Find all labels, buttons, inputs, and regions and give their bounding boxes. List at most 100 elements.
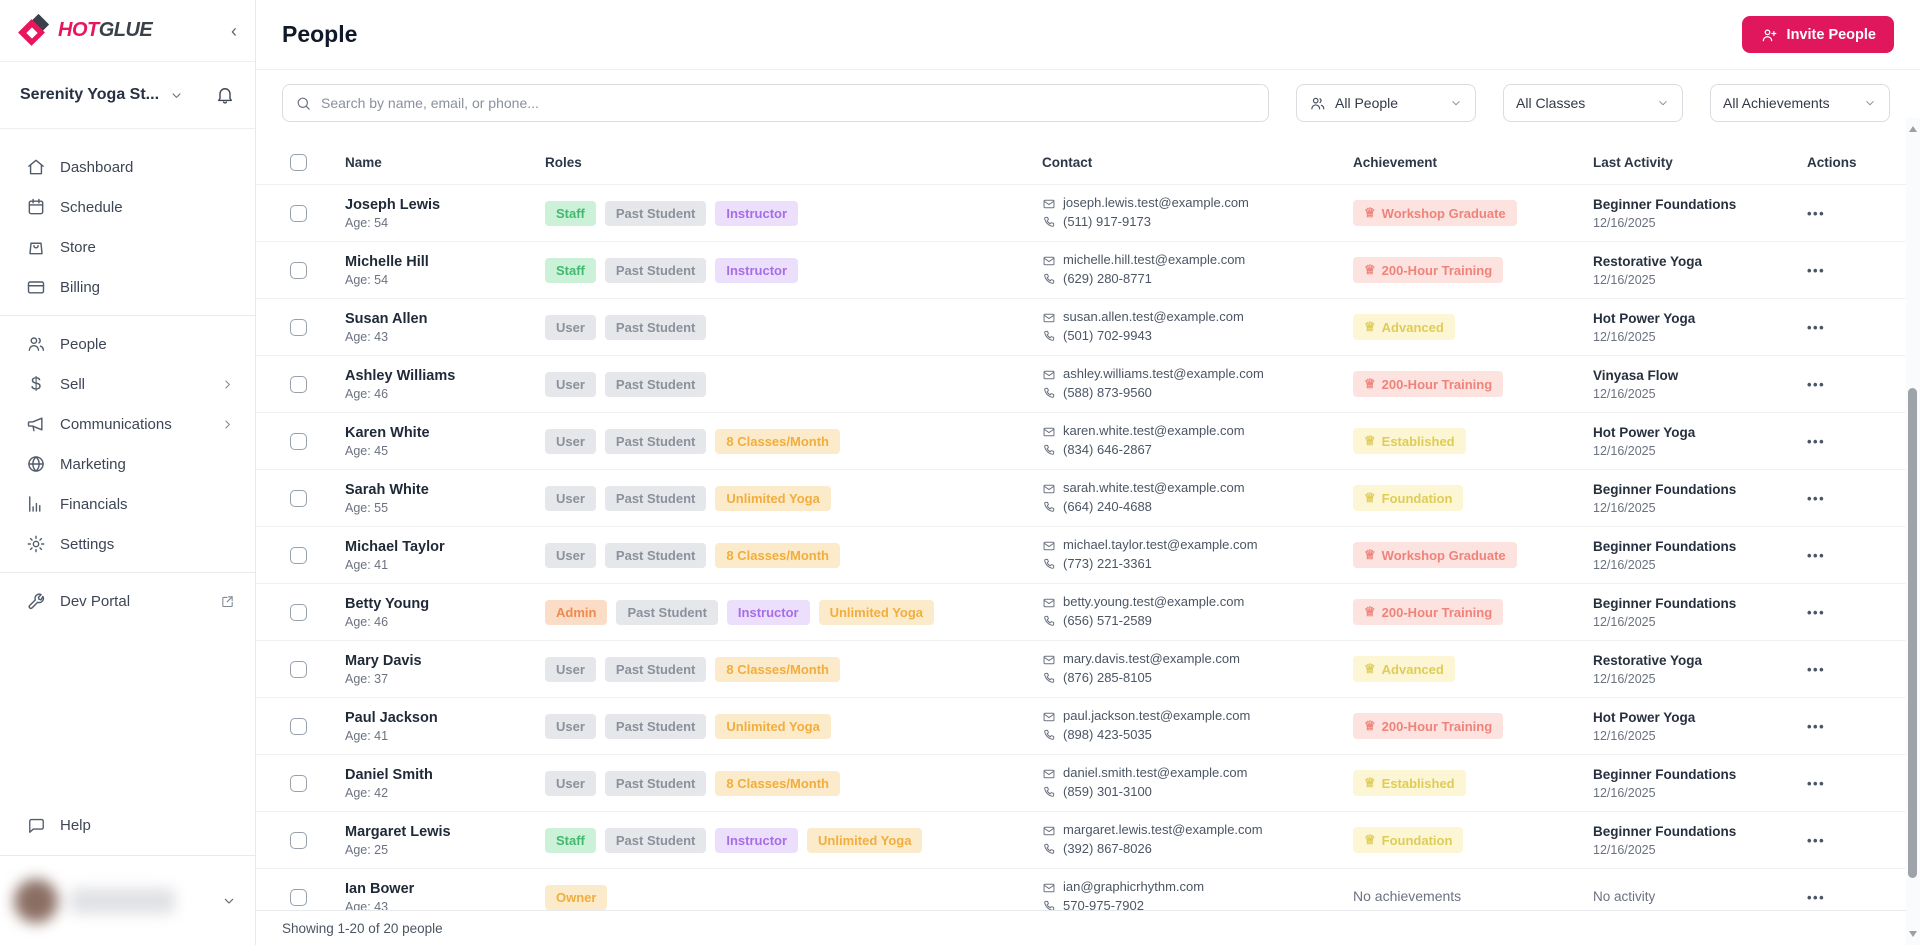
role-badge: Staff — [545, 827, 596, 853]
roles-cell: Admin Past Student Instructor Unlimited Yog… — [545, 599, 1042, 625]
person-name[interactable]: Betty Young — [345, 595, 430, 612]
row-actions-menu-button[interactable]: ••• — [1807, 319, 1826, 335]
person-age: Age: 46 — [345, 387, 389, 402]
select-all-checkbox[interactable] — [290, 153, 307, 171]
last-activity-class: Restorative Yoga — [1593, 653, 1703, 669]
workspace-switcher[interactable]: Serenity Yoga St... — [0, 62, 255, 129]
user-profile-menu[interactable] — [0, 855, 255, 945]
phone-icon — [1042, 842, 1056, 856]
person-name[interactable]: Ian Bower — [345, 880, 415, 897]
role-badge: User — [545, 428, 596, 454]
person-name[interactable]: Joseph Lewis — [345, 196, 441, 213]
last-activity-cell: Restorative Yoga 12/16/2025 — [1593, 253, 1807, 287]
sidebar-item-settings[interactable]: Settings — [0, 524, 255, 564]
row-checkbox[interactable] — [290, 489, 307, 507]
last-activity-date: 12/16/2025 — [1593, 728, 1656, 743]
scrollbar-up-arrow-icon[interactable] — [1909, 126, 1917, 132]
achievement-cell: ♕ Workshop Graduate — [1353, 200, 1593, 226]
sidebar-item-sell[interactable]: $ Sell — [0, 364, 255, 404]
row-actions-menu-button[interactable]: ••• — [1807, 490, 1826, 506]
last-activity-cell: Beginner Foundations 12/16/2025 — [1593, 766, 1807, 800]
sidebar-item-help[interactable]: Help — [0, 805, 255, 845]
envelope-icon — [1042, 881, 1056, 895]
sidebar-item-financials[interactable]: Financials — [0, 484, 255, 524]
table-row: Mary Davis Age: 37 User Past Student 8 Cla… — [256, 641, 1920, 698]
row-checkbox[interactable] — [290, 204, 307, 222]
person-name[interactable]: Margaret Lewis — [345, 823, 451, 840]
row-checkbox[interactable] — [290, 774, 307, 792]
sidebar-item-communications[interactable]: Communications — [0, 404, 255, 444]
table-row: Daniel Smith Age: 42 User Past Student 8 C… — [256, 755, 1920, 812]
phone-icon — [1042, 899, 1056, 910]
person-name[interactable]: Daniel Smith — [345, 766, 433, 783]
row-actions-menu-button[interactable]: ••• — [1807, 889, 1826, 905]
role-badge: Past Student — [604, 827, 707, 853]
achievements-filter-select[interactable]: All Achievements — [1710, 84, 1890, 122]
row-actions-menu-button[interactable]: ••• — [1807, 775, 1826, 791]
last-activity-date: 12/16/2025 — [1593, 329, 1656, 344]
row-actions-menu-button[interactable]: ••• — [1807, 433, 1826, 449]
row-checkbox[interactable] — [290, 717, 307, 735]
person-name[interactable]: Ashley Williams — [345, 367, 456, 384]
row-checkbox[interactable] — [290, 261, 307, 279]
row-actions-menu-button[interactable]: ••• — [1807, 376, 1826, 392]
sidebar-item-billing[interactable]: Billing — [0, 267, 255, 307]
sidebar-item-people[interactable]: People — [0, 324, 255, 364]
phone-icon — [1042, 443, 1056, 457]
invite-people-button[interactable]: Invite People — [1741, 16, 1894, 53]
notifications-bell-icon[interactable] — [215, 85, 235, 105]
last-activity-class: Hot Power Yoga — [1593, 425, 1696, 441]
classes-filter-select[interactable]: All Classes — [1503, 84, 1683, 122]
sidebar-collapse-icon[interactable]: ‹ — [231, 20, 237, 41]
last-activity-date: 12/16/2025 — [1593, 272, 1656, 287]
role-badge: Past Student — [604, 656, 707, 682]
person-name[interactable]: Mary Davis — [345, 652, 422, 669]
person-age: Age: 46 — [345, 615, 389, 630]
people-filter-select[interactable]: All People — [1296, 84, 1476, 122]
sidebar-item-label: Billing — [60, 278, 101, 296]
scrollbar-thumb[interactable] — [1908, 388, 1917, 878]
person-name[interactable]: Michael Taylor — [345, 538, 445, 555]
row-checkbox[interactable] — [290, 660, 307, 678]
row-checkbox[interactable] — [290, 831, 307, 849]
role-badge: Past Student — [604, 542, 707, 568]
last-activity-cell: No activity — [1593, 888, 1807, 906]
crown-icon: ♕ — [1364, 376, 1376, 391]
row-checkbox[interactable] — [290, 546, 307, 564]
sidebar-item-marketing[interactable]: Marketing — [0, 444, 255, 484]
store-bag-icon — [26, 237, 46, 257]
sidebar-nav: Dashboard Schedule Store Billing People $ Sell… — [0, 129, 255, 945]
person-name[interactable]: Susan Allen — [345, 310, 428, 327]
person-name[interactable]: Michelle Hill — [345, 253, 429, 270]
row-actions-menu-button[interactable]: ••• — [1807, 832, 1826, 848]
sidebar-item-dev-portal[interactable]: Dev Portal — [0, 581, 255, 621]
crown-icon: ♕ — [1364, 718, 1376, 733]
row-checkbox[interactable] — [290, 375, 307, 393]
row-checkbox[interactable] — [290, 318, 307, 336]
row-checkbox[interactable] — [290, 603, 307, 621]
row-actions-menu-button[interactable]: ••• — [1807, 718, 1826, 734]
row-actions-menu-button[interactable]: ••• — [1807, 547, 1826, 563]
row-checkbox[interactable] — [290, 888, 307, 906]
vertical-scrollbar[interactable] — [1906, 118, 1920, 945]
role-badge: Instructor — [726, 599, 810, 625]
chevron-down-icon — [1656, 96, 1670, 110]
person-name[interactable]: Karen White — [345, 424, 430, 441]
sidebar-item-schedule[interactable]: Schedule — [0, 187, 255, 227]
sidebar-item-label: Help — [60, 816, 91, 834]
sidebar-item-dashboard[interactable]: Dashboard — [0, 147, 255, 187]
sidebar-item-store[interactable]: Store — [0, 227, 255, 267]
row-actions-menu-button[interactable]: ••• — [1807, 262, 1826, 278]
scrollbar-down-arrow-icon[interactable] — [1909, 931, 1917, 937]
search-input[interactable] — [321, 95, 1256, 111]
person-phone: (834) 646-2867 — [1063, 442, 1152, 457]
row-checkbox[interactable] — [290, 432, 307, 450]
row-actions-menu-button[interactable]: ••• — [1807, 205, 1826, 221]
last-activity-cell: Hot Power Yoga 12/16/2025 — [1593, 310, 1807, 344]
person-name[interactable]: Sarah White — [345, 481, 429, 498]
row-actions-menu-button[interactable]: ••• — [1807, 604, 1826, 620]
person-name[interactable]: Paul Jackson — [345, 709, 438, 726]
avatar — [14, 878, 58, 923]
row-actions-menu-button[interactable]: ••• — [1807, 661, 1826, 677]
